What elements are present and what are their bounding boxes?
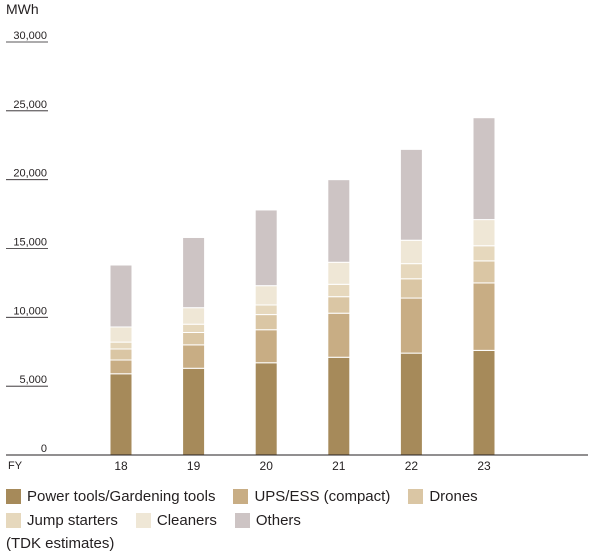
y-tick-label: 20,000 <box>13 168 47 180</box>
stacked-bar-chart: MWh 0 5,000 10,000 15,000 20,000 25,000 30,000… <box>6 1 588 473</box>
bar-segment-others-fy20 <box>254 209 278 287</box>
legend: Power tools/Gardening tools UPS/ESS (com… <box>6 484 592 556</box>
y-tick-label: 5,000 <box>19 374 47 386</box>
bar-segment-jump-starters-fy21 <box>327 283 351 298</box>
x-tick-labels: 18 19 20 21 22 23 <box>114 459 491 473</box>
bar-segment-ups-ess-compact--fy20 <box>254 329 278 364</box>
bar-segment-power-tools-gardening-tools-fy22 <box>399 352 423 456</box>
y-tick-label: 0 <box>41 443 47 455</box>
bar-segment-jump-starters-fy18 <box>109 341 133 350</box>
bar-segment-drones-fy23 <box>472 260 496 284</box>
bars <box>109 117 496 456</box>
bar-segment-jump-starters-fy20 <box>254 304 278 316</box>
bar-segment-ups-ess-compact--fy23 <box>472 282 496 351</box>
bar-segment-drones-fy18 <box>109 348 133 361</box>
legend-row-1: Power tools/Gardening tools UPS/ESS (com… <box>6 484 592 508</box>
bar-segment-cleaners-fy23 <box>472 219 496 247</box>
bar-segment-drones-fy21 <box>327 296 351 314</box>
bar-segment-cleaners-fy19 <box>182 307 206 325</box>
x-axis-label: FY <box>8 460 23 472</box>
bar-segment-cleaners-fy20 <box>254 285 278 306</box>
legend-item-jump-starters: Jump starters <box>6 512 118 529</box>
x-tick-label: 21 <box>332 459 346 473</box>
bar-segment-power-tools-gardening-tools-fy19 <box>182 367 206 456</box>
legend-item-power-tools: Power tools/Gardening tools <box>6 488 215 505</box>
legend-label-cleaners: Cleaners <box>156 511 217 529</box>
bar-segment-jump-starters-fy23 <box>472 245 496 262</box>
bar-segment-power-tools-gardening-tools-fy23 <box>472 349 496 456</box>
bar-segment-power-tools-gardening-tools-fy18 <box>109 373 133 456</box>
legend-swatch-cleaners <box>135 512 151 528</box>
x-tick-label: 22 <box>405 459 419 473</box>
bar-segment-ups-ess-compact--fy19 <box>182 344 206 369</box>
legend-label-others: Others <box>255 511 301 529</box>
x-tick-label: 23 <box>477 459 491 473</box>
bar-segment-cleaners-fy21 <box>327 261 351 285</box>
bar-segment-cleaners-fy22 <box>399 239 423 265</box>
bar-segment-drones-fy20 <box>254 314 278 331</box>
legend-swatch-ups-ess <box>233 488 249 504</box>
x-tick-label: 20 <box>260 459 274 473</box>
legend-item-ups-ess: UPS/ESS (compact) <box>233 488 390 505</box>
bar-segment-power-tools-gardening-tools-fy20 <box>254 362 278 456</box>
y-tick-label: 30,000 <box>13 30 47 42</box>
bar-segment-others-fy19 <box>182 236 206 309</box>
legend-swatch-others <box>234 512 250 528</box>
bar-segment-power-tools-gardening-tools-fy21 <box>327 356 351 456</box>
bar-segment-others-fy22 <box>399 148 423 241</box>
bar-segment-drones-fy22 <box>399 278 423 299</box>
bar-segment-ups-ess-compact--fy18 <box>109 359 133 375</box>
bar-segment-jump-starters-fy19 <box>182 323 206 333</box>
y-tick-label: 15,000 <box>13 237 47 249</box>
y-tick-label: 10,000 <box>13 305 47 317</box>
y-tick-label: 25,000 <box>13 99 47 111</box>
bar-segment-ups-ess-compact--fy21 <box>327 312 351 358</box>
bar-segment-others-fy18 <box>109 264 133 328</box>
source-note: (TDK estimates) <box>6 535 115 552</box>
legend-label-drones: Drones <box>429 487 478 505</box>
legend-label-power-tools: Power tools/Gardening tools <box>27 487 216 505</box>
x-tick-label: 18 <box>114 459 128 473</box>
bar-segment-others-fy21 <box>327 179 351 263</box>
y-unit-label: MWh <box>6 1 39 17</box>
bar-segment-others-fy23 <box>472 117 496 221</box>
legend-swatch-jump-starters <box>6 512 21 528</box>
legend-item-cleaners: Cleaners <box>135 511 217 529</box>
bar-segment-drones-fy19 <box>182 331 206 346</box>
bar-segment-cleaners-fy18 <box>109 326 133 343</box>
legend-swatch-drones <box>408 488 424 504</box>
x-tick-label: 19 <box>187 459 201 473</box>
legend-item-others: Others <box>234 511 301 529</box>
legend-row-2: Jump starters Cleaners Others <box>6 508 592 532</box>
bar-segment-ups-ess-compact--fy22 <box>399 297 423 354</box>
legend-label-ups-ess: UPS/ESS (compact) <box>254 487 391 505</box>
y-axis: 0 5,000 10,000 15,000 20,000 25,000 30,000 <box>6 30 48 456</box>
legend-swatch-power-tools <box>6 488 21 504</box>
legend-item-drones: Drones <box>408 487 478 505</box>
legend-label-jump-starters: Jump starters <box>27 511 118 529</box>
bar-segment-jump-starters-fy22 <box>399 263 423 280</box>
